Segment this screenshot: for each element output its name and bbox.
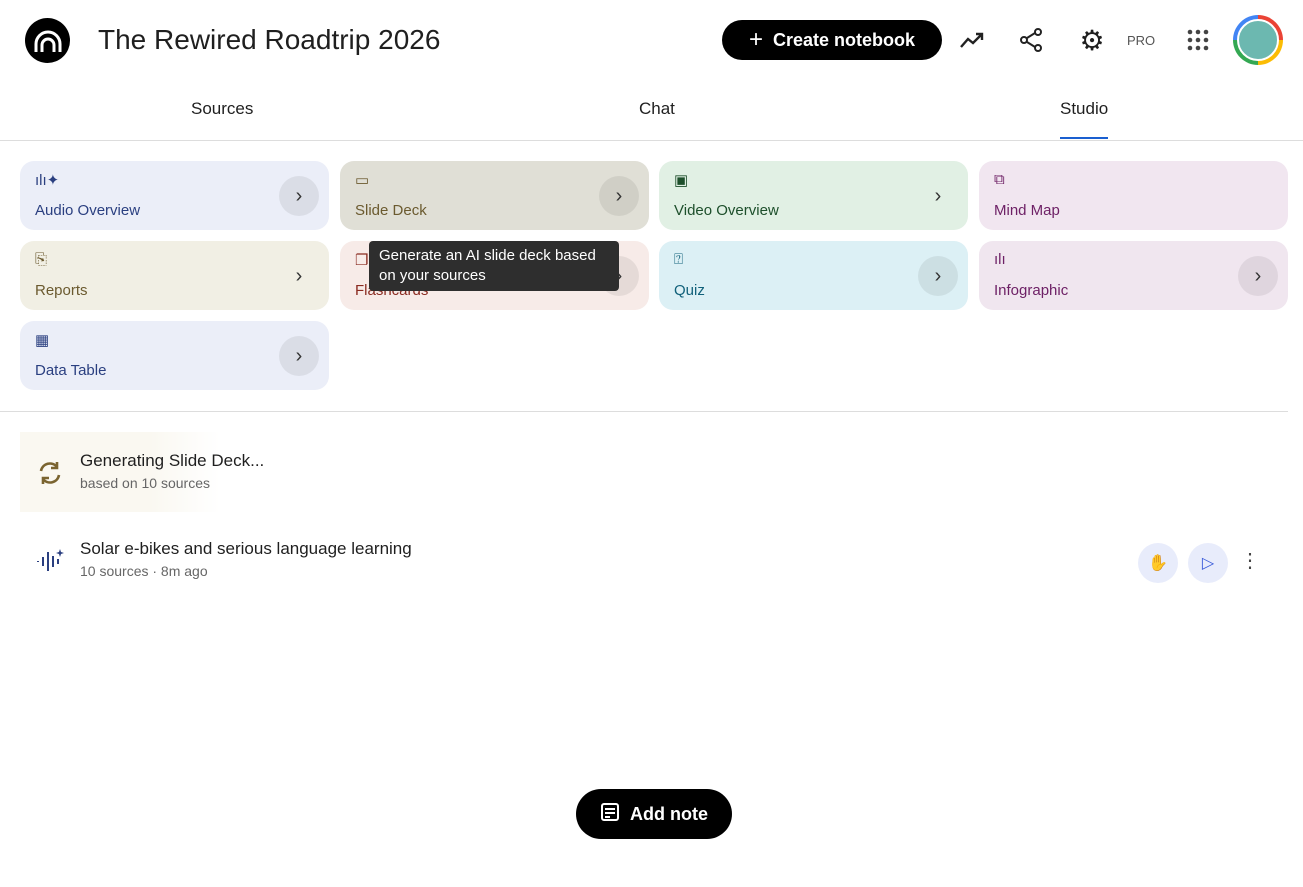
play-icon: ▷	[1201, 555, 1215, 572]
tab-sources[interactable]: Sources	[191, 99, 254, 118]
apps-grid-icon[interactable]	[1182, 24, 1214, 56]
divider	[0, 411, 1288, 412]
output-subtitle: 10 sources · 8m ago	[80, 563, 208, 579]
create-notebook-label: Create notebook	[772, 29, 916, 50]
notebook-title[interactable]: The Rewired Roadtrip 2026	[98, 24, 441, 55]
add-note-label: Add note	[630, 803, 708, 824]
chevron-right-icon[interactable]: ›	[918, 256, 958, 296]
output-subtitle: based on 10 sources	[80, 475, 210, 491]
studio-tile-video-overview[interactable]: ▣ Video Overview ›	[659, 161, 968, 230]
studio-tile-audio-overview[interactable]: ılı✦ Audio Overview ›	[20, 161, 329, 230]
flashcards-icon: ❐	[355, 252, 369, 269]
tile-label: Video Overview	[674, 202, 779, 219]
play-button[interactable]: ▷	[1188, 543, 1228, 583]
tile-label: Infographic	[994, 282, 1069, 299]
sync-icon	[35, 458, 65, 488]
share-icon[interactable]	[1015, 24, 1047, 56]
tile-label: Data Table	[35, 362, 107, 379]
plus-icon: +	[748, 26, 763, 53]
chevron-right-icon[interactable]: ›	[1238, 256, 1278, 296]
audio-overview-item[interactable]: Solar e-bikes and serious language learn…	[20, 520, 1288, 600]
chevron-right-icon[interactable]: ›	[599, 176, 639, 216]
tile-label: Quiz	[674, 282, 705, 299]
slide-deck-tooltip: Generate an AI slide deck based on your …	[369, 241, 619, 291]
interactive-hand-icon: ✋	[1148, 555, 1168, 572]
infographic-icon: ılı	[994, 251, 1006, 268]
chevron-right-icon[interactable]: ›	[295, 264, 303, 287]
studio-tile-slide-deck[interactable]: ▭ Slide Deck ›	[340, 161, 649, 230]
create-notebook-button[interactable]: + Create notebook	[722, 20, 942, 60]
tab-chat[interactable]: Chat	[639, 99, 675, 118]
output-title: Solar e-bikes and serious language learn…	[80, 539, 412, 558]
chevron-right-icon[interactable]: ›	[279, 176, 319, 216]
tile-label: Mind Map	[994, 202, 1060, 219]
more-options-icon[interactable]: ⋮	[1240, 550, 1260, 572]
audio-waveform-icon	[35, 546, 65, 576]
studio-tile-infographic[interactable]: ılı Infographic ›	[979, 241, 1288, 310]
chevron-right-icon[interactable]: ›	[279, 336, 319, 376]
reports-icon: ⎘	[35, 251, 48, 268]
slides-icon: ▭	[355, 172, 370, 189]
tile-label: Audio Overview	[35, 202, 141, 219]
tab-studio[interactable]: Studio	[1060, 99, 1109, 139]
analytics-trend-icon[interactable]	[956, 24, 988, 56]
tile-label: Slide Deck	[355, 202, 427, 219]
interactive-mode-button[interactable]: ✋	[1138, 543, 1178, 583]
panel-tabs: Sources Chat Studio	[0, 80, 1303, 141]
mind-map-icon: ⧉	[994, 171, 1005, 188]
note-icon	[600, 802, 620, 827]
studio-tile-data-table[interactable]: ▦ Data Table ›	[20, 321, 329, 390]
studio-tile-mind-map[interactable]: ⧉ Mind Map	[979, 161, 1288, 230]
settings-gear-icon[interactable]: ⚙	[1079, 24, 1105, 56]
studio-tile-reports[interactable]: ⎘ Reports ›	[20, 241, 329, 310]
output-title: Generating Slide Deck...	[80, 451, 265, 470]
user-avatar[interactable]	[1233, 15, 1283, 65]
quiz-icon: ⍰	[674, 251, 684, 268]
generating-slide-deck-item: Generating Slide Deck... based on 10 sou…	[20, 432, 1288, 512]
studio-tile-quiz[interactable]: ⍰ Quiz ›	[659, 241, 968, 310]
tile-label: Reports	[35, 282, 88, 299]
add-note-button[interactable]: Add note	[576, 789, 732, 839]
chevron-right-icon[interactable]: ›	[934, 184, 942, 207]
notebooklm-logo[interactable]	[25, 18, 70, 63]
pro-badge: PRO	[1127, 33, 1156, 48]
table-icon: ▦	[35, 332, 50, 349]
audio-waveform-icon: ılı✦	[35, 172, 60, 189]
video-icon: ▣	[674, 172, 689, 189]
